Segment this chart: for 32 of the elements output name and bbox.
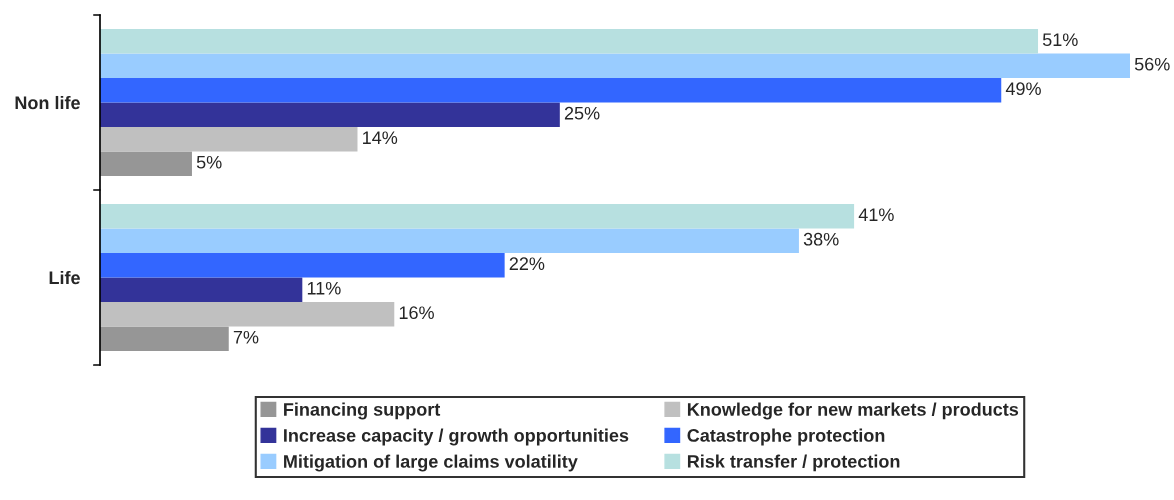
- y-tick-label: Non life: [15, 95, 80, 110]
- bar: [100, 151, 192, 176]
- bar: [100, 277, 303, 302]
- bar: [100, 53, 1130, 78]
- bar: [100, 78, 1002, 103]
- bar: [100, 326, 229, 351]
- legend-label: Risk transfer / protection: [687, 454, 900, 472]
- data-label: 16%: [399, 306, 434, 320]
- data-label: 49%: [1005, 82, 1041, 96]
- legend-label: Knowledge for new markets / products: [687, 402, 1019, 420]
- data-label: 25%: [564, 106, 600, 120]
- data-label: 14%: [363, 131, 398, 145]
- data-label: 7%: [233, 330, 259, 344]
- data-label: 11%: [307, 281, 341, 295]
- legend-label: Mitigation of large claims volatility: [284, 454, 578, 472]
- bar: [100, 228, 799, 253]
- legend-label: Financing support: [284, 402, 441, 420]
- data-label: 41%: [858, 208, 894, 222]
- bar: [100, 253, 505, 278]
- data-label: 5%: [196, 155, 222, 169]
- data-label: 22%: [509, 257, 545, 271]
- data-label: 51%: [1042, 33, 1078, 47]
- data-label: 56%: [1134, 57, 1170, 71]
- legend-label: Increase capacity / growth opportunities: [284, 428, 629, 446]
- bar: [100, 102, 560, 127]
- bar: [100, 29, 1039, 54]
- y-tick-label: Life: [49, 270, 80, 285]
- bar: [100, 127, 358, 152]
- bar: [100, 204, 855, 229]
- legend-label: Catastrophe protection: [687, 428, 885, 446]
- bar: [100, 302, 395, 327]
- data-label: 38%: [803, 232, 839, 246]
